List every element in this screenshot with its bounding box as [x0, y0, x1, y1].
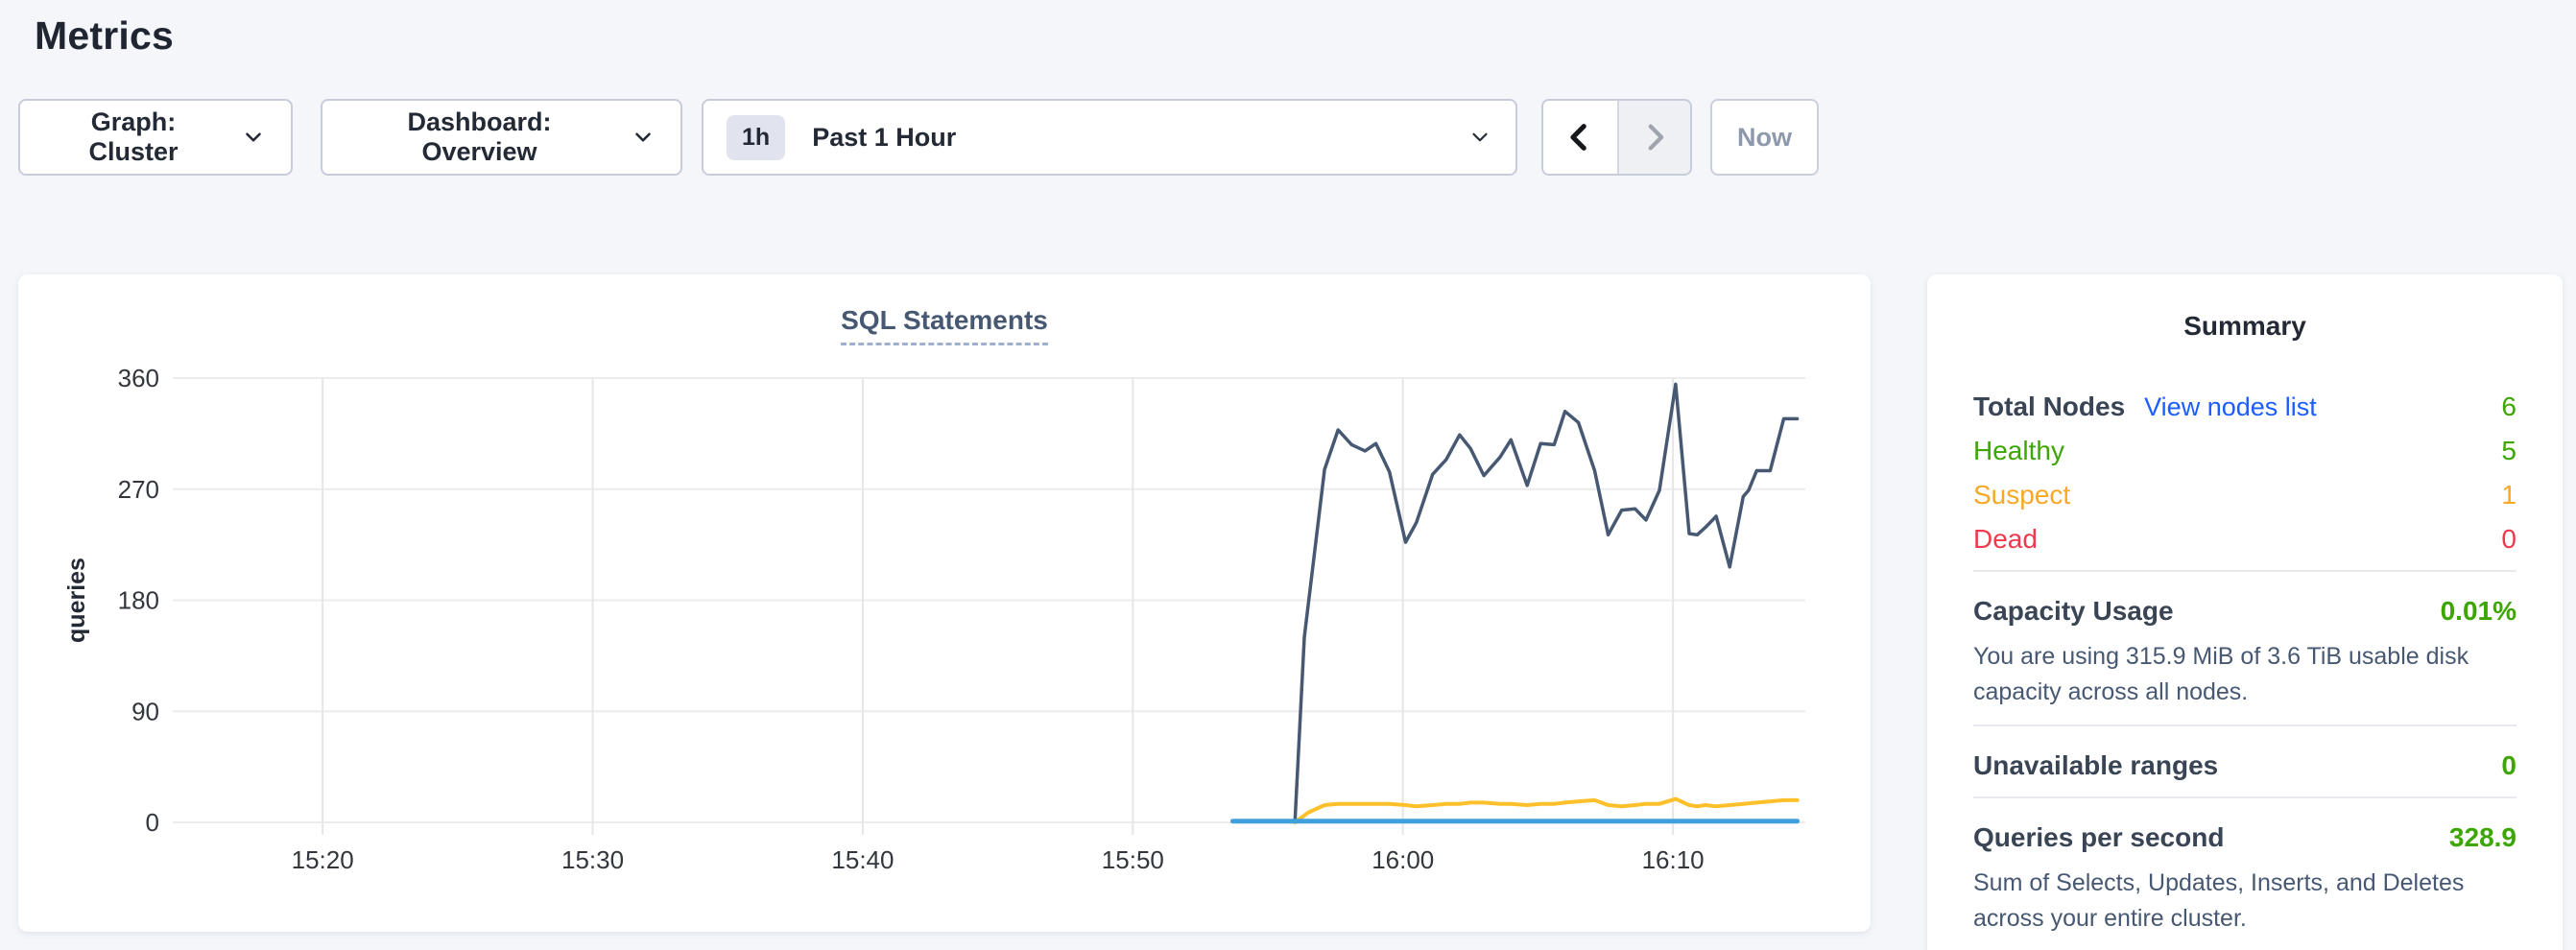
unavailable-ranges-stat: Unavailable ranges 0 — [1973, 750, 2516, 781]
graph-dropdown-label: Graph: Cluster — [88, 107, 179, 166]
chart-series-navy — [1293, 382, 1800, 824]
healthy-nodes-value: 5 — [2501, 436, 2516, 465]
svg-text:360: 360 — [118, 364, 159, 392]
dashboard-dropdown-label: Dashboard: Overview — [407, 107, 552, 166]
svg-text:180: 180 — [118, 586, 159, 615]
suspect-nodes-row: Suspect 1 — [1973, 482, 2516, 509]
sql-statements-line-chart[interactable]: 0 90 180 270 360 15:20 15:30 15:40 15:50 16:00 16:… — [18, 274, 1871, 932]
chart-series-yellow — [1293, 796, 1800, 824]
svg-text:16:00: 16:00 — [1371, 845, 1434, 874]
healthy-nodes-label: Healthy — [1973, 436, 2064, 465]
capacity-usage-value: 0.01% — [2440, 596, 2516, 626]
view-nodes-list-link[interactable]: View nodes list — [2144, 392, 2317, 421]
queries-per-second-description: Sum of Selects, Updates, Inserts, and De… — [1973, 868, 2465, 932]
svg-text:16:10: 16:10 — [1642, 845, 1705, 874]
total-nodes-value: 6 — [2501, 392, 2516, 421]
queries-per-second-label: Queries per second — [1973, 822, 2225, 853]
dashboard-dropdown[interactable]: Dashboard: Overview — [321, 99, 682, 176]
capacity-usage-label: Capacity Usage — [1973, 596, 2174, 626]
time-range-dropdown[interactable]: 1h Past 1 Hour — [702, 99, 1517, 176]
svg-text:0: 0 — [146, 808, 159, 837]
summary-panel: Summary Total Nodes View nodes list 6 He… — [1927, 274, 2563, 950]
svg-text:15:20: 15:20 — [292, 845, 354, 874]
svg-text:90: 90 — [131, 697, 159, 725]
svg-text:15:40: 15:40 — [831, 845, 894, 874]
chart-title[interactable]: SQL Statements — [841, 305, 1048, 345]
dead-nodes-row: Dead 0 — [1973, 526, 2516, 553]
page-title: Metrics — [35, 13, 174, 58]
time-window-label: Past 1 Hour — [812, 122, 957, 152]
chevron-down-icon — [635, 132, 651, 142]
node-status-rows: Total Nodes View nodes list 6 Healthy 5 … — [1973, 393, 2516, 553]
svg-text:270: 270 — [118, 475, 159, 504]
graph-dropdown[interactable]: Graph: Cluster — [18, 99, 293, 176]
chevron-right-icon — [1648, 124, 1663, 151]
now-button[interactable]: Now — [1710, 99, 1819, 176]
summary-divider — [1973, 724, 2516, 727]
suspect-nodes-value: 1 — [2501, 480, 2516, 510]
queries-per-second-stat: Queries per second 328.9 Sum of Selects,… — [1973, 822, 2516, 936]
chevron-left-icon — [1570, 124, 1587, 151]
sql-statements-chart-card: SQL Statements 0 90 180 270 360 15:20 15:30 15:… — [18, 274, 1871, 932]
chart-title-wrap: SQL Statements — [18, 305, 1871, 345]
metrics-controls-bar: Graph: Cluster Dashboard: Overview 1h Pa… — [18, 99, 1819, 176]
summary-divider — [1973, 570, 2516, 572]
summary-panel-title: Summary — [2183, 311, 2306, 341]
queries-per-second-value: 328.9 — [2448, 822, 2516, 853]
next-time-window-button[interactable] — [1616, 101, 1690, 174]
capacity-usage-description: You are using 315.9 MiB of 3.6 TiB usabl… — [1973, 642, 2469, 705]
previous-time-window-button[interactable] — [1543, 101, 1617, 174]
capacity-usage-stat: Capacity Usage 0.01% You are using 315.9… — [1973, 596, 2516, 709]
healthy-nodes-row: Healthy 5 — [1973, 438, 2516, 464]
time-window-badge: 1h — [727, 114, 786, 160]
svg-text:queries: queries — [63, 558, 90, 643]
dead-nodes-value: 0 — [2501, 524, 2516, 554]
svg-text:15:30: 15:30 — [561, 845, 624, 874]
svg-text:15:50: 15:50 — [1102, 845, 1164, 874]
suspect-nodes-label: Suspect — [1973, 480, 2071, 510]
total-nodes-row: Total Nodes View nodes list 6 — [1973, 393, 2516, 420]
dead-nodes-label: Dead — [1973, 524, 2038, 554]
unavailable-ranges-label: Unavailable ranges — [1973, 750, 2219, 781]
chevron-down-icon — [246, 132, 261, 142]
summary-divider — [1973, 796, 2516, 799]
time-step-buttons — [1541, 99, 1692, 176]
unavailable-ranges-value: 0 — [2501, 750, 2516, 781]
chevron-down-icon — [1472, 132, 1488, 142]
total-nodes-label: Total Nodes — [1973, 392, 2126, 421]
